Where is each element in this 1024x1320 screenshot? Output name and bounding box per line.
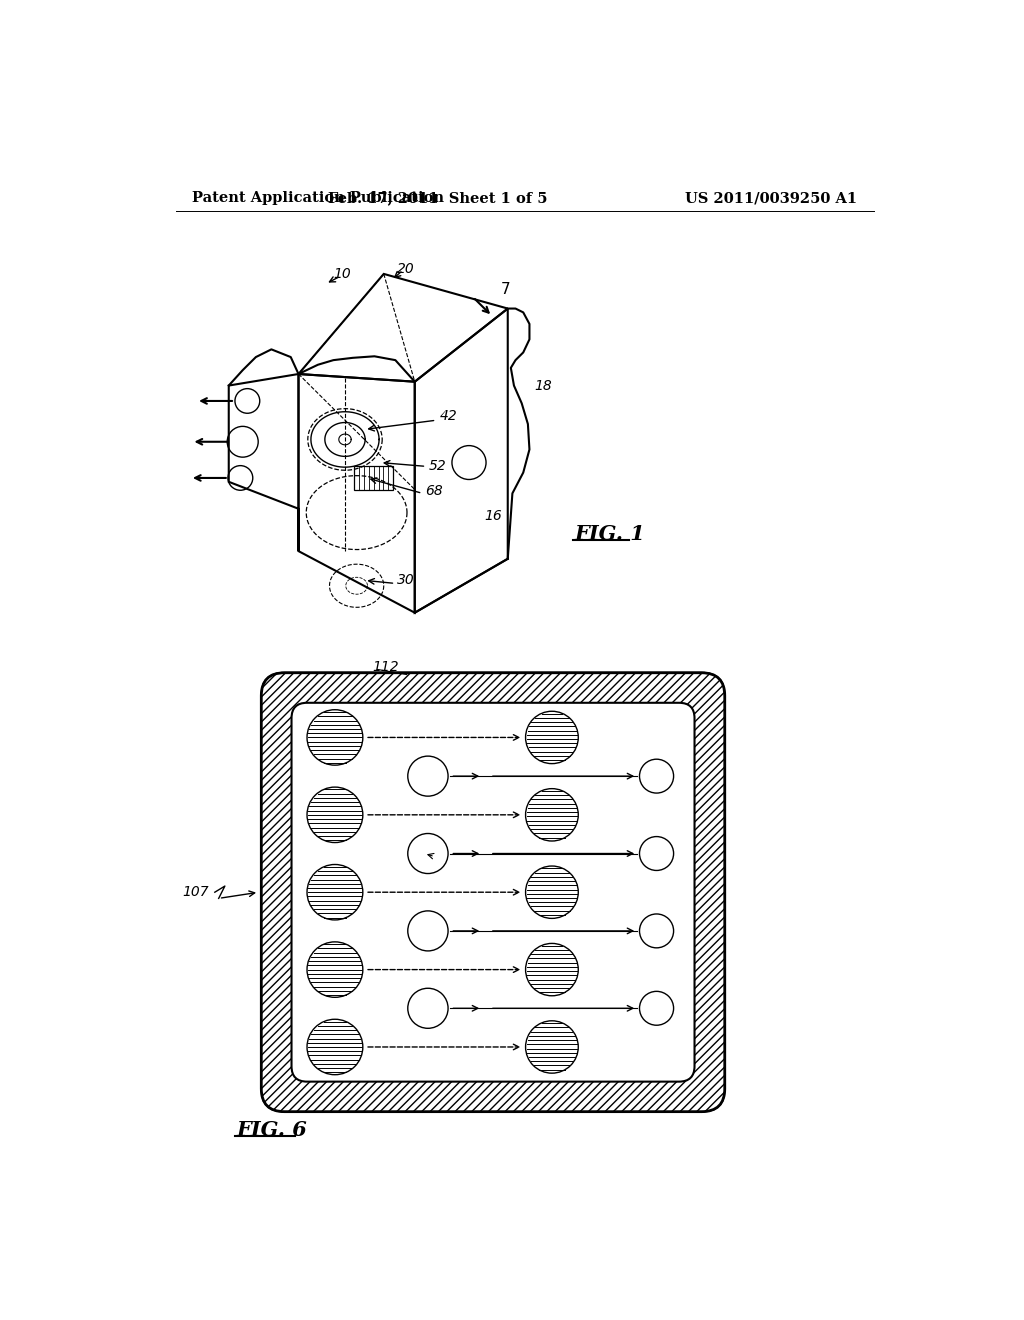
Text: FIG. 1: FIG. 1 — [574, 524, 645, 544]
Text: 42: 42 — [439, 409, 458, 424]
Circle shape — [525, 788, 579, 841]
Text: 116: 116 — [435, 850, 462, 865]
Circle shape — [307, 865, 362, 920]
Text: 118: 118 — [346, 704, 373, 718]
Text: Feb. 17, 2011  Sheet 1 of 5: Feb. 17, 2011 Sheet 1 of 5 — [329, 191, 548, 206]
Text: 68: 68 — [425, 484, 442, 498]
Text: 112: 112 — [372, 660, 398, 673]
Circle shape — [640, 991, 674, 1026]
Circle shape — [408, 911, 449, 950]
Circle shape — [307, 942, 362, 998]
Circle shape — [640, 759, 674, 793]
Circle shape — [525, 944, 579, 995]
Text: FIG. 6: FIG. 6 — [237, 1121, 307, 1140]
FancyBboxPatch shape — [292, 702, 694, 1081]
FancyBboxPatch shape — [261, 673, 725, 1111]
Text: 10: 10 — [333, 267, 351, 281]
Text: 16: 16 — [484, 510, 502, 524]
Circle shape — [525, 1020, 579, 1073]
FancyBboxPatch shape — [261, 673, 725, 1111]
Circle shape — [408, 989, 449, 1028]
Circle shape — [640, 913, 674, 948]
Bar — [354, 466, 393, 490]
Circle shape — [640, 837, 674, 870]
Circle shape — [307, 1019, 362, 1074]
Circle shape — [525, 866, 579, 919]
Circle shape — [525, 711, 579, 763]
Text: US 2011/0039250 A1: US 2011/0039250 A1 — [685, 191, 857, 206]
Text: Patent Application Publication: Patent Application Publication — [191, 191, 443, 206]
Circle shape — [307, 710, 362, 766]
Text: 52: 52 — [429, 459, 446, 474]
Text: 18: 18 — [535, 379, 552, 392]
Circle shape — [408, 833, 449, 874]
Text: 30: 30 — [397, 573, 415, 587]
Text: 20: 20 — [396, 261, 415, 276]
Text: 7: 7 — [501, 281, 510, 297]
Circle shape — [307, 787, 362, 842]
Circle shape — [408, 756, 449, 796]
Text: 107: 107 — [182, 886, 209, 899]
